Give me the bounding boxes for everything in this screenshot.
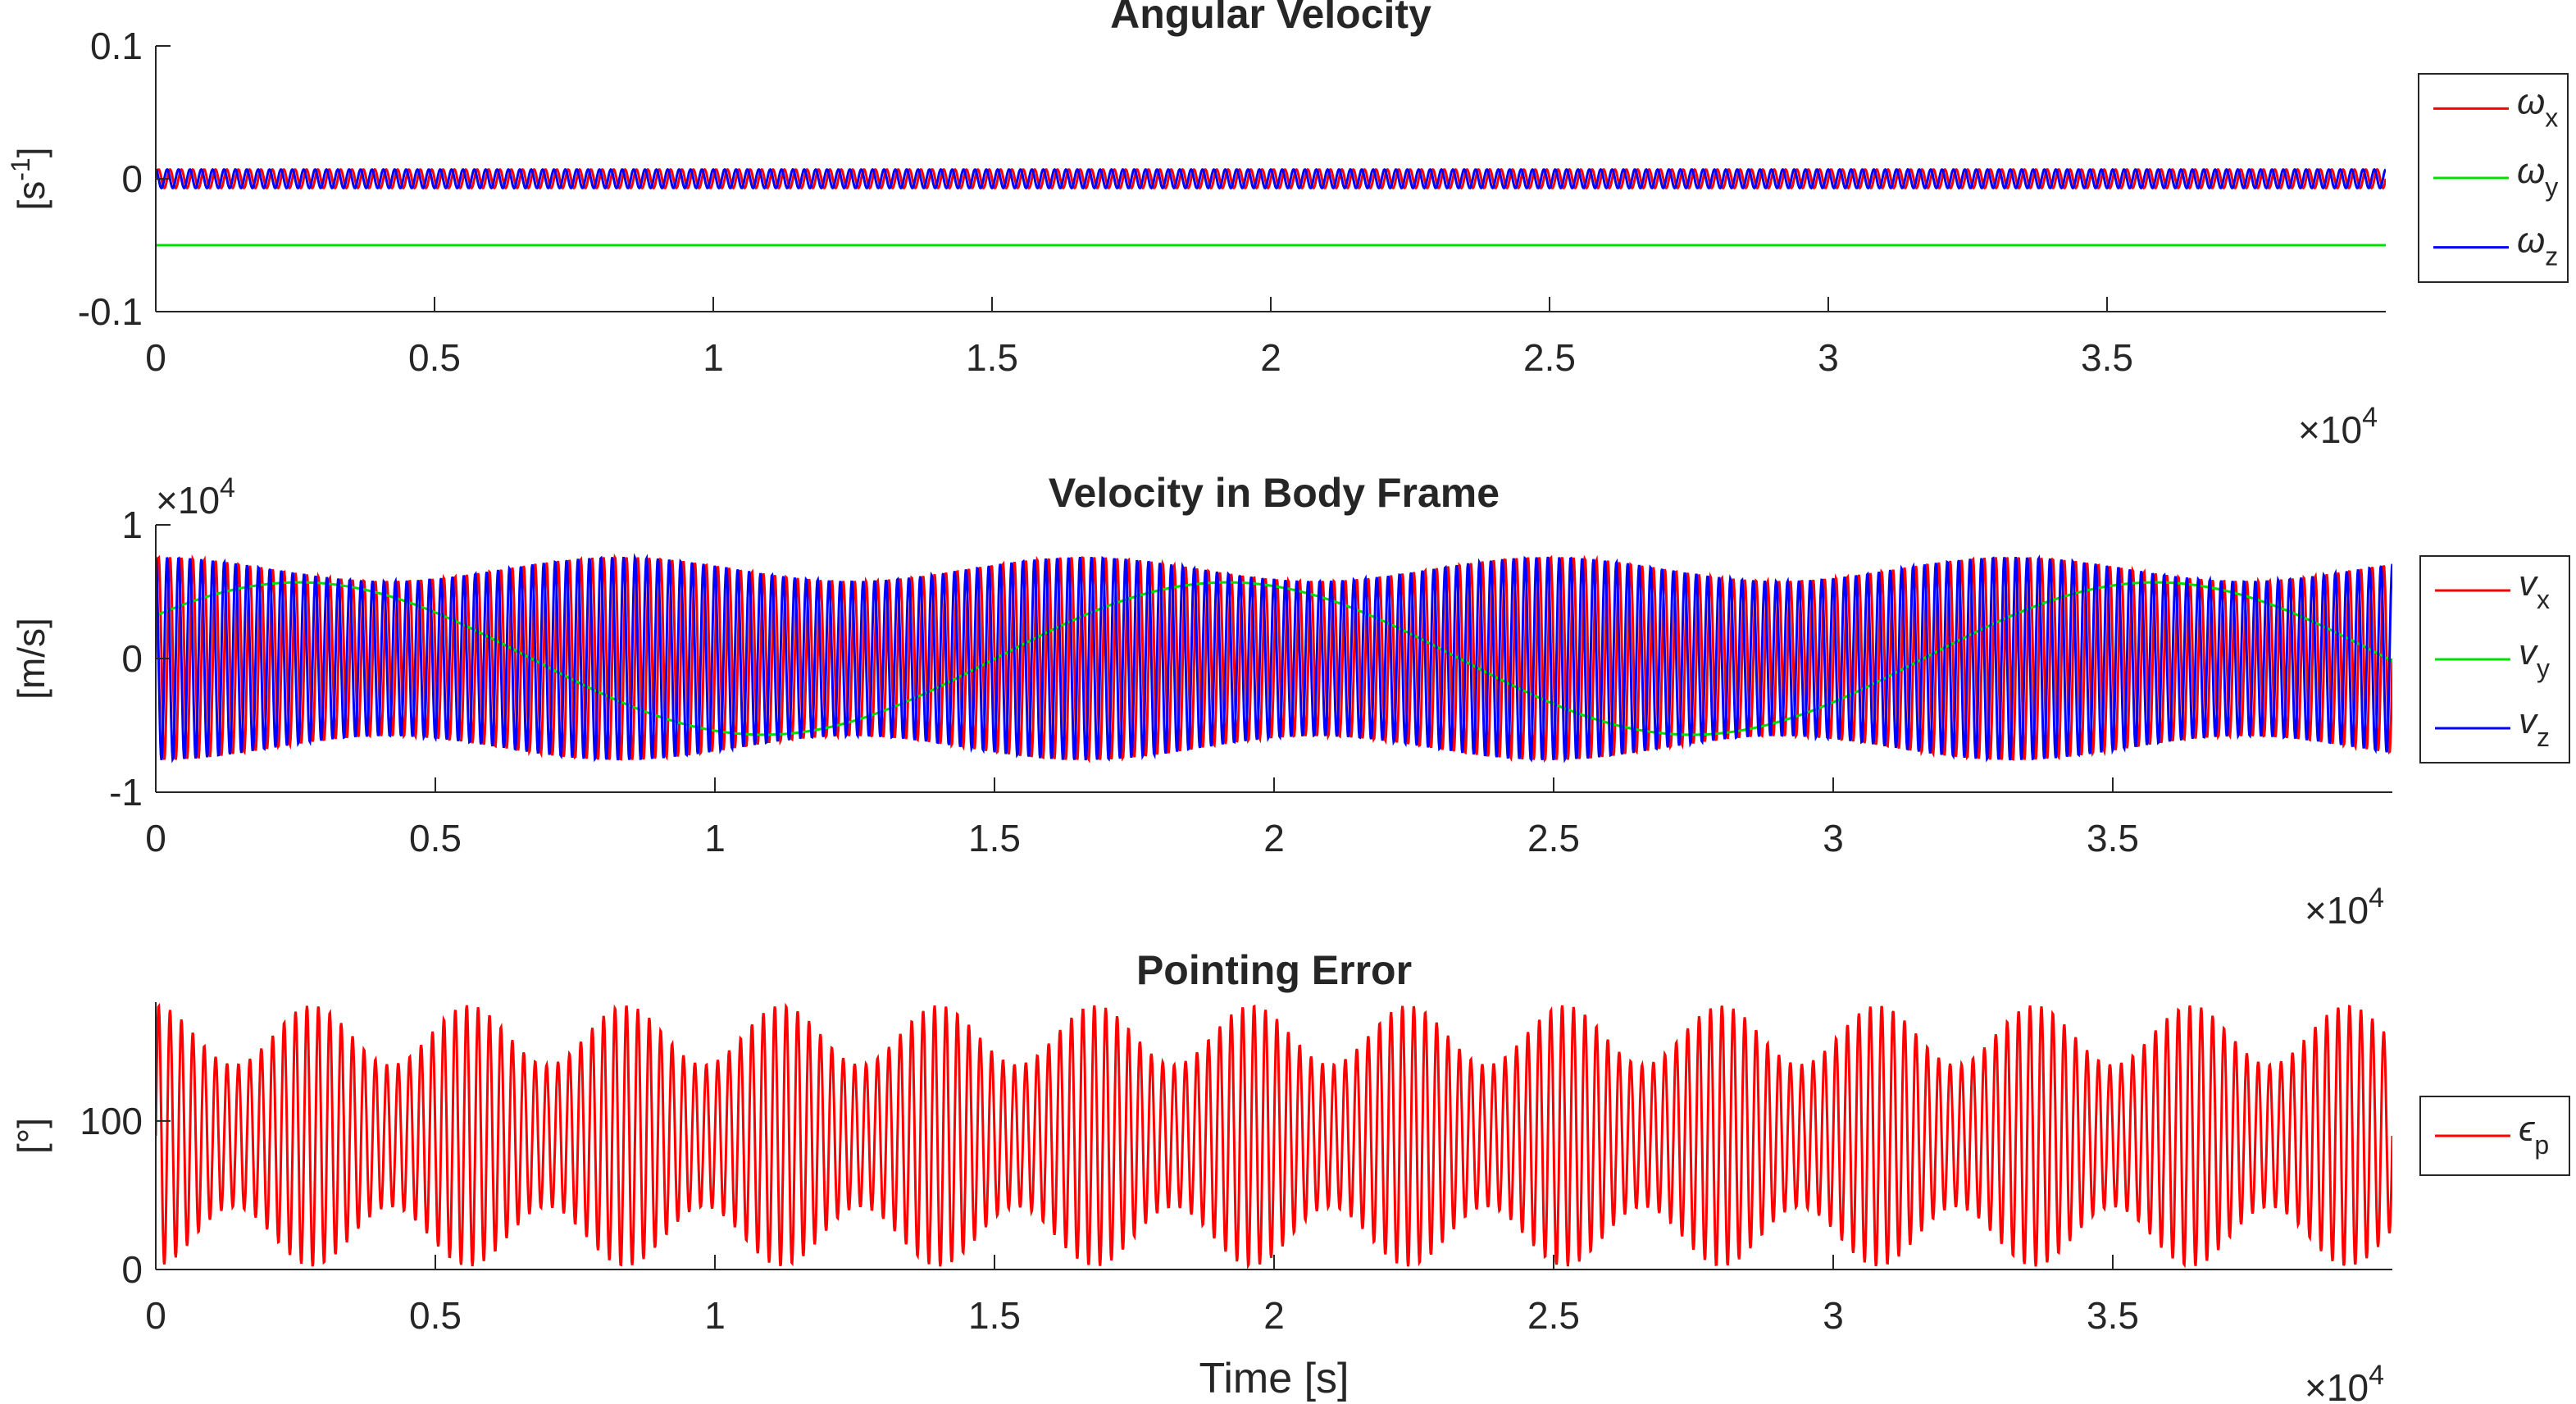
x-tick-label: 2.5	[1527, 1294, 1580, 1337]
x-tick-label: 2	[1263, 1294, 1285, 1337]
x-tick-label: 1	[704, 817, 726, 859]
chart-panel-3: Pointing Error 0 0.5 1 1.5 2 2.5 3 3.5 0 100 ×104 [°…	[10, 947, 2570, 1404]
y-label-end: ]	[10, 147, 52, 157]
y-axis-multiplier: ×104	[156, 472, 235, 522]
series-line-z	[156, 167, 2386, 190]
y-axis-label: [°]	[10, 1118, 52, 1154]
x-tick-label: 2.5	[1527, 817, 1580, 859]
legend-subscript: z	[2545, 242, 2558, 271]
x-tick-label: 3	[1818, 336, 1839, 379]
chart-title: Angular Velocity	[1110, 0, 1431, 37]
x-tick-label: 0	[145, 1294, 166, 1337]
x-tick-label: 1	[703, 336, 724, 379]
y-axis-label: [s-1]	[6, 147, 52, 210]
x-tick-label: 2	[1260, 336, 1281, 379]
x-axis-multiplier: ×104	[2305, 1360, 2384, 1404]
x-tick-label: 0	[145, 336, 166, 379]
y-tick-label: 100	[80, 1100, 143, 1142]
chart-title: Pointing Error	[1136, 947, 1412, 993]
x-axis-label: Time [s]	[1199, 1355, 1349, 1402]
legend-subscript: y	[2537, 654, 2550, 683]
y-tick-label: 0	[121, 637, 143, 680]
x-tick-label: 0	[145, 817, 166, 859]
legend: ϵp	[2419, 1096, 2570, 1176]
x-tick-label: 1.5	[968, 1294, 1021, 1337]
y-tick-label: -1	[109, 771, 143, 814]
y-label-superscript: -1	[6, 157, 35, 180]
y-tick-label: 0	[121, 157, 143, 200]
y-axis-label: [m/s]	[10, 618, 52, 700]
series-line-z	[156, 553, 2392, 764]
y-tick-label: 0	[121, 1248, 143, 1291]
x-tick-label: 3	[1823, 817, 1844, 859]
y-tick-label: -0.1	[78, 290, 143, 333]
legend-subscript: x	[2545, 103, 2558, 132]
legend-subscript: z	[2537, 723, 2550, 752]
x-axis-multiplier: ×104	[2305, 882, 2384, 932]
y-multiplier-exponent: 4	[220, 472, 235, 504]
chart-panel-2: Velocity in Body Frame 0 0.5 1 1.5 2 2.5 3 3.5 -1…	[10, 470, 2570, 932]
x-tick-label: 1	[704, 1294, 726, 1337]
x-tick-label: 0.5	[409, 817, 462, 859]
series-group	[156, 553, 2392, 764]
x-tick-label: 1.5	[968, 817, 1021, 859]
legend-subscript: y	[2545, 172, 2558, 202]
y-tick-label: 0.1	[90, 25, 143, 67]
legend-subscript: p	[2534, 1130, 2549, 1160]
x-multiplier-exponent: 4	[2369, 1360, 2384, 1391]
x-axis-multiplier: ×104	[2298, 402, 2378, 451]
x-tick-label: 0.5	[409, 1294, 462, 1337]
x-tick-label: 2	[1263, 817, 1285, 859]
x-multiplier-exponent: 4	[2362, 402, 2378, 433]
x-tick-label: 3	[1823, 1294, 1844, 1337]
x-tick-label: 3.5	[2087, 1294, 2139, 1337]
legend-subscript: x	[2537, 585, 2550, 614]
series-line-p	[156, 1002, 2392, 1270]
x-multiplier-exponent: 4	[2369, 882, 2384, 914]
x-tick-label: 1.5	[966, 336, 1018, 379]
chart-title: Velocity in Body Frame	[1049, 470, 1500, 516]
x-tick-label: 3.5	[2081, 336, 2133, 379]
x-tick-label: 3.5	[2087, 817, 2139, 859]
series-group	[156, 167, 2386, 247]
y-tick-label: 1	[121, 504, 143, 546]
x-tick-label: 0.5	[408, 336, 461, 379]
x-tick-label: 2.5	[1523, 336, 1576, 379]
series-group	[156, 1002, 2392, 1270]
